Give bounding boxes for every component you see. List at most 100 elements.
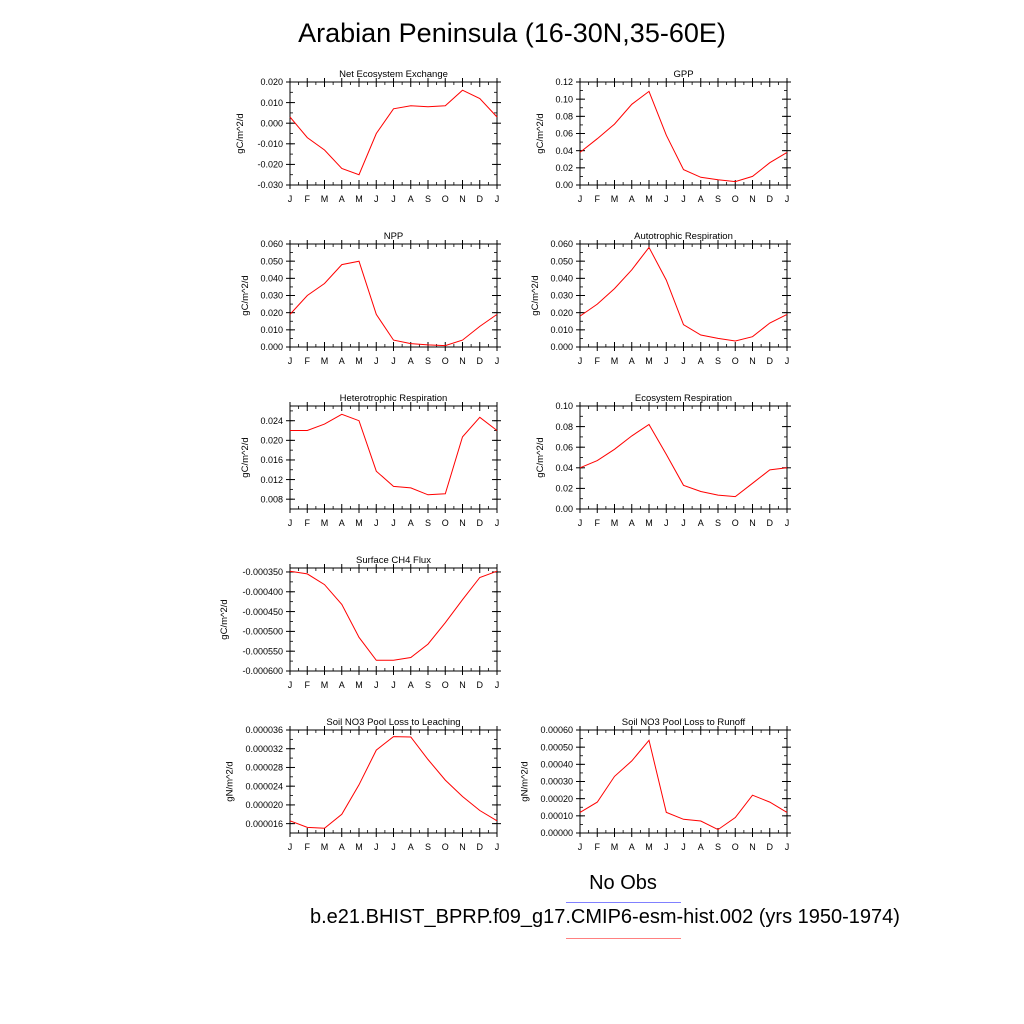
x-tick-label: F (595, 842, 601, 852)
y-tick-label: 0.08 (555, 422, 573, 432)
x-tick-label: O (732, 518, 739, 528)
x-tick-label: D (767, 194, 774, 204)
x-tick-label: J (495, 518, 500, 528)
y-tick-label: 0.10 (555, 94, 573, 104)
x-tick-label: N (749, 194, 756, 204)
legend-obs-label: No Obs (589, 872, 657, 894)
x-tick-label: J (391, 842, 396, 852)
x-tick-label: F (305, 194, 311, 204)
x-tick-label: J (578, 518, 583, 528)
y-tick-label: 0.00030 (540, 777, 573, 787)
x-tick-label: S (715, 194, 721, 204)
y-tick-label: 0.020 (260, 436, 283, 446)
series-line (579, 739, 788, 831)
y-tick-label: 0.000020 (245, 800, 283, 810)
x-tick-label: S (715, 518, 721, 528)
x-tick-label: F (305, 518, 311, 528)
x-tick-label: O (442, 842, 449, 852)
chart-title: Heterotrophic Respiration (340, 393, 448, 404)
x-tick-label: J (288, 842, 293, 852)
y-tick-label: 0.008 (260, 494, 283, 504)
x-tick-label: A (629, 518, 635, 528)
y-tick-label: 0.024 (260, 416, 283, 426)
y-axis-label: gC/m^2/d (530, 275, 541, 315)
x-tick-label: J (374, 356, 379, 366)
x-tick-label: A (408, 842, 414, 852)
x-tick-label: J (288, 518, 293, 528)
y-tick-label: 0.000 (260, 342, 283, 352)
y-axis-label: gC/m^2/d (219, 599, 230, 639)
x-tick-label: J (681, 356, 686, 366)
x-tick-label: D (477, 518, 484, 528)
y-tick-label: 0.000 (260, 118, 283, 128)
x-tick-label: O (442, 356, 449, 366)
x-tick-label: A (629, 842, 635, 852)
y-axis-label: gC/m^2/d (240, 275, 251, 315)
plot-frame (289, 81, 498, 186)
x-tick-label: A (408, 518, 414, 528)
plot-frame (289, 567, 498, 672)
y-axis-label: gC/m^2/d (235, 113, 246, 153)
y-tick-label: 0.00060 (540, 725, 573, 735)
x-tick-label: M (321, 194, 329, 204)
y-axis-label: gN/m^2/d (224, 761, 235, 801)
x-tick-label: N (749, 518, 756, 528)
y-tick-label: 0.00000 (540, 828, 573, 838)
chart-title: Ecosystem Respiration (635, 393, 732, 404)
x-tick-label: A (339, 680, 345, 690)
y-tick-label: 0.010 (550, 325, 573, 335)
y-tick-label: 0.020 (260, 308, 283, 318)
y-tick-label: 0.050 (260, 256, 283, 266)
series-line (289, 736, 498, 829)
x-tick-label: J (785, 518, 790, 528)
y-tick-label: 0.000024 (245, 781, 283, 791)
y-tick-label: 0.02 (555, 163, 573, 173)
series-line (579, 423, 788, 498)
x-tick-label: S (425, 194, 431, 204)
series-line (289, 260, 498, 347)
x-tick-label: D (477, 194, 484, 204)
x-tick-label: A (408, 680, 414, 690)
chart-title: NPP (384, 231, 404, 242)
x-tick-label: J (495, 680, 500, 690)
y-tick-label: 0.00040 (540, 760, 573, 770)
x-tick-label: A (698, 842, 704, 852)
x-tick-label: M (611, 518, 619, 528)
y-tick-label: -0.010 (257, 139, 283, 149)
x-tick-label: O (732, 356, 739, 366)
y-tick-label: -0.030 (257, 180, 283, 190)
x-tick-label: M (355, 680, 363, 690)
x-tick-label: N (459, 194, 466, 204)
x-tick-label: M (645, 842, 653, 852)
y-tick-label: 0.010 (260, 325, 283, 335)
y-tick-label: -0.020 (257, 160, 283, 170)
x-tick-label: O (732, 194, 739, 204)
chart-title: Net Ecosystem Exchange (339, 69, 448, 80)
x-tick-label: J (288, 680, 293, 690)
x-tick-label: J (495, 356, 500, 366)
y-axis-label: gC/m^2/d (535, 113, 546, 153)
y-tick-label: 0.00010 (540, 811, 573, 821)
x-tick-label: J (664, 842, 669, 852)
x-tick-label: J (785, 194, 790, 204)
y-tick-label: 0.000016 (245, 819, 283, 829)
x-tick-label: S (425, 680, 431, 690)
y-tick-label: 0.030 (260, 291, 283, 301)
x-tick-label: M (645, 518, 653, 528)
x-tick-label: F (305, 680, 311, 690)
x-tick-label: F (595, 518, 601, 528)
x-tick-label: J (785, 356, 790, 366)
legend-model-line (566, 938, 681, 939)
x-tick-label: J (391, 194, 396, 204)
legend-model-label: b.e21.BHIST_BPRP.f09_g17.CMIP6-esm-hist.… (310, 906, 900, 928)
x-tick-label: S (425, 518, 431, 528)
x-tick-label: N (749, 356, 756, 366)
x-tick-label: J (374, 842, 379, 852)
x-tick-label: J (288, 356, 293, 366)
y-tick-label: 0.00050 (540, 742, 573, 752)
